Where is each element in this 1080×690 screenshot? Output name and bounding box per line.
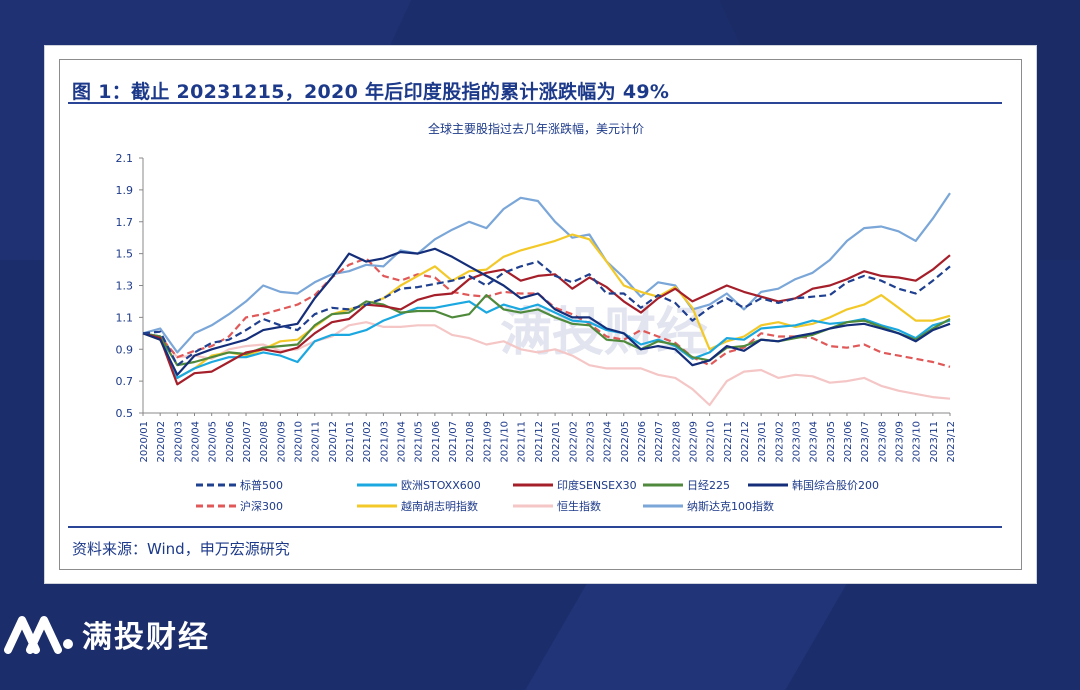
x-tick-label: 2023/05 [826, 421, 837, 463]
x-tick-label: 2020/04 [191, 421, 202, 463]
x-tick-label: 2020/11 [311, 421, 322, 463]
y-tick-label: 1.9 [116, 184, 134, 197]
series-line-1 [142, 260, 951, 367]
x-tick-label: 2020/12 [328, 421, 339, 463]
series-line-5 [142, 247, 951, 376]
chart-title: 全球主要股指过去几年涨跌幅，美元计价 [428, 121, 644, 136]
x-tick-label: 2023/04 [809, 421, 820, 463]
series-line-3 [142, 254, 951, 386]
brand-logo-icon [4, 616, 73, 654]
x-tick-label: 2020/05 [208, 421, 219, 463]
legend-label: 印度SENSEX30 [557, 478, 637, 492]
legend-label: 恒生指数 [557, 499, 601, 513]
x-tick-label: 2020/01 [139, 421, 150, 463]
x-tick-label: 2023/02 [774, 421, 785, 463]
series-line-4 [142, 294, 951, 367]
x-tick-label: 2021/04 [397, 421, 408, 463]
y-tick-label: 0.5 [116, 407, 134, 420]
x-tick-label: 2023/01 [757, 421, 768, 463]
x-tick-label: 2020/07 [242, 421, 253, 463]
x-tick-label: 2023/10 [912, 421, 923, 463]
y-tick-label: 1.1 [116, 311, 134, 324]
legend-label: 沪深300 [240, 499, 283, 513]
x-tick-label: 2023/07 [860, 421, 871, 463]
x-tick-label: 2021/08 [465, 421, 476, 463]
legend-label: 纳斯达克100指数 [687, 499, 774, 513]
x-tick-label: 2022/08 [671, 421, 682, 463]
x-tick-label: 2020/03 [173, 421, 184, 463]
series-line-2 [142, 300, 951, 379]
x-tick-label: 2022/05 [620, 421, 631, 463]
figure-card [44, 45, 1037, 584]
source-note: 资料来源：Wind，申万宏源研究 [72, 540, 290, 558]
y-tick-label: 0.9 [116, 343, 134, 356]
x-tick-label: 2020/10 [294, 421, 305, 463]
x-tick-label: 2020/09 [276, 421, 287, 463]
x-tick-label: 2021/01 [345, 421, 356, 463]
series-line-6 [142, 257, 951, 368]
x-tick-label: 2020/06 [225, 421, 236, 463]
x-tick-label: 2023/11 [929, 421, 940, 463]
x-tick-label: 2021/02 [362, 421, 373, 463]
x-tick-label: 2023/09 [894, 421, 905, 463]
x-tick-label: 2022/06 [637, 421, 648, 463]
x-tick-label: 2021/05 [414, 421, 425, 463]
x-tick-label: 2023/03 [791, 421, 802, 463]
y-tick-label: 1.7 [116, 216, 134, 229]
x-tick-label: 2022/09 [688, 421, 699, 463]
figure-frame [59, 59, 1022, 570]
source-divider [68, 526, 1002, 528]
series-line-7 [142, 233, 951, 379]
watermark-text: 满投财经 [500, 303, 708, 363]
x-tick-label: 2022/04 [603, 421, 614, 463]
legend-label: 韩国综合股价200 [792, 478, 879, 492]
brand-name: 满投财经 [82, 620, 210, 655]
x-tick-label: 2022/01 [551, 421, 562, 463]
x-tick-label: 2022/10 [706, 421, 717, 463]
x-tick-label: 2021/06 [431, 421, 442, 463]
y-tick-label: 1.5 [116, 248, 134, 261]
x-tick-label: 2022/07 [654, 421, 665, 463]
legend-label: 日经225 [687, 479, 730, 492]
x-tick-label: 2021/09 [482, 421, 493, 463]
x-tick-label: 2022/12 [740, 421, 751, 463]
series-line-9 [142, 192, 951, 354]
x-tick-label: 2023/06 [843, 421, 854, 463]
x-tick-label: 2023/08 [877, 421, 888, 463]
figure-title: 图 1：截止 20231215，2020 年后印度股指的累计涨跌幅为 49% [72, 81, 670, 103]
x-tick-label: 2021/07 [448, 421, 459, 463]
series-line-8 [142, 321, 951, 407]
x-tick-label: 2020/02 [156, 421, 167, 463]
x-tick-label: 2021/03 [379, 421, 390, 463]
x-tick-label: 2021/10 [500, 421, 511, 463]
y-tick-label: 1.3 [116, 280, 134, 293]
x-tick-label: 2021/12 [534, 421, 545, 463]
x-tick-label: 2022/02 [568, 421, 579, 463]
x-tick-label: 2021/11 [517, 421, 528, 463]
x-tick-label: 2022/11 [723, 421, 734, 463]
x-tick-label: 2023/12 [946, 421, 957, 463]
title-divider [68, 102, 1002, 104]
legend-label: 越南胡志明指数 [401, 499, 478, 513]
legend-label: 标普500 [240, 478, 283, 492]
x-tick-label: 2020/08 [259, 421, 270, 463]
x-tick-label: 2022/03 [585, 421, 596, 463]
y-tick-label: 0.7 [116, 375, 134, 388]
y-tick-label: 2.1 [116, 152, 134, 165]
legend-label: 欧洲STOXX600 [401, 479, 481, 492]
